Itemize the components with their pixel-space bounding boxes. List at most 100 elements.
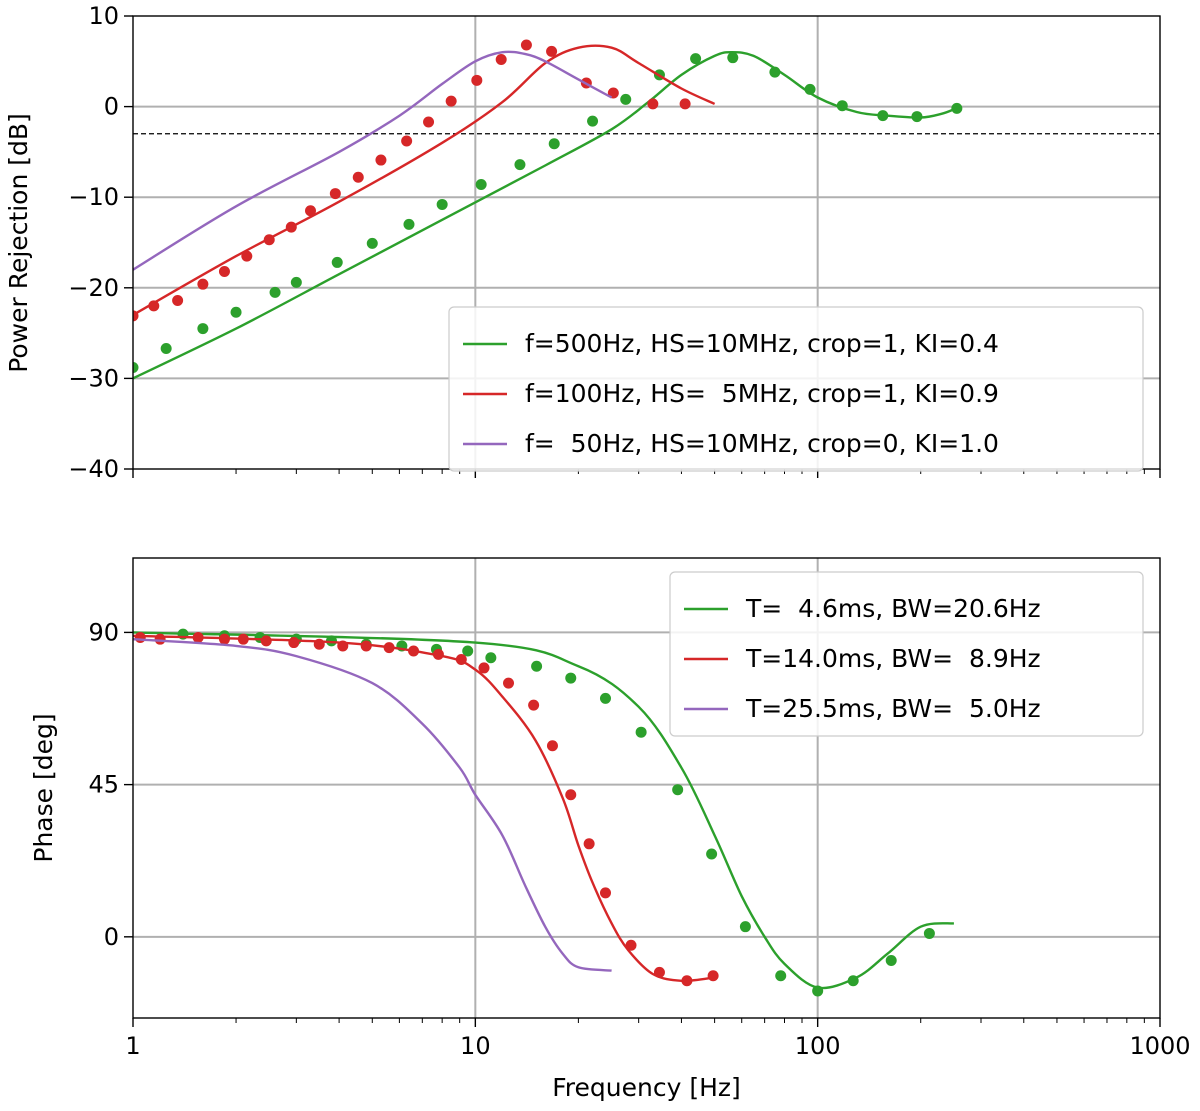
data-point <box>260 635 272 647</box>
data-point <box>154 633 166 645</box>
data-point <box>548 138 560 150</box>
data-point <box>305 205 317 217</box>
legend-label: f=100Hz, HS= 5MHz, crop=1, KI=0.9 <box>525 379 999 408</box>
data-point <box>478 662 490 674</box>
data-point <box>160 343 172 355</box>
data-point <box>445 95 457 107</box>
data-point <box>739 921 751 933</box>
data-point <box>237 633 249 645</box>
bottom-legend: T= 4.6ms, BW=20.6Hz T=14.0ms, BW= 8.9Hz T=… <box>669 571 1144 737</box>
top-series-group <box>133 39 963 380</box>
data-point <box>528 699 540 711</box>
data-point <box>401 135 413 147</box>
legend-box <box>448 306 1144 472</box>
data-point <box>337 640 349 652</box>
data-point <box>455 653 467 665</box>
series-line <box>133 44 716 317</box>
y-tick-label: −30 <box>68 364 119 392</box>
data-point <box>134 631 146 643</box>
phase-chart: 90 45 0 1 10 100 1000 Phase [deg] Frequency [H… <box>29 557 1191 1102</box>
data-point <box>769 66 781 78</box>
data-point <box>679 98 691 110</box>
data-point <box>775 970 787 982</box>
data-point <box>172 294 184 306</box>
data-point <box>514 159 526 171</box>
data-point <box>836 100 848 112</box>
data-point <box>230 306 242 318</box>
data-point <box>951 102 963 114</box>
data-point <box>546 740 558 752</box>
legend-label: T= 4.6ms, BW=20.6Hz <box>745 594 1041 623</box>
data-point <box>546 45 558 57</box>
series-line <box>133 50 613 271</box>
data-point <box>331 256 343 268</box>
x-axis-label: Frequency [Hz] <box>552 1073 741 1102</box>
data-point <box>707 970 719 982</box>
series-2 <box>133 638 612 972</box>
data-point <box>197 278 209 290</box>
legend-label: T=14.0ms, BW= 8.9Hz <box>745 644 1041 673</box>
data-point <box>313 638 325 650</box>
bottom-series-group <box>133 628 955 997</box>
series-line <box>133 638 612 972</box>
data-point <box>681 975 693 987</box>
y-tick-label: 90 <box>88 618 119 646</box>
data-point <box>620 93 632 105</box>
legend-label: f= 50Hz, HS=10MHz, crop=0, KI=1.0 <box>525 429 999 458</box>
bottom-y-axis-label: Phase [deg] <box>29 713 58 862</box>
data-point <box>625 939 637 951</box>
data-point <box>503 677 515 689</box>
data-point <box>352 171 364 183</box>
data-point <box>599 692 611 704</box>
top-legend: f=500Hz, HS=10MHz, crop=1, KI=0.4 f=100Hz… <box>448 306 1144 472</box>
data-point <box>812 985 824 997</box>
data-point <box>197 323 209 335</box>
data-point <box>635 726 647 738</box>
bottom-ticks: 90 45 0 1 10 100 1000 <box>88 618 1190 1060</box>
data-point <box>375 154 387 166</box>
data-point <box>432 648 444 660</box>
data-point <box>192 631 204 643</box>
data-point <box>587 115 599 127</box>
y-tick-label: 10 <box>88 2 119 30</box>
y-tick-label: 0 <box>104 923 119 951</box>
bottom-axes-frame <box>132 557 1161 1019</box>
data-point <box>423 116 435 128</box>
y-tick-label: 45 <box>88 771 119 799</box>
data-point <box>383 642 395 654</box>
data-point <box>148 300 160 312</box>
legend-label: f=500Hz, HS=10MHz, crop=1, KI=0.4 <box>525 329 999 358</box>
data-point <box>403 218 415 230</box>
data-point <box>360 640 372 652</box>
data-point <box>565 789 577 801</box>
data-point <box>877 110 889 122</box>
data-point <box>366 237 378 249</box>
data-point <box>531 660 543 672</box>
data-point <box>263 234 275 246</box>
series-0 <box>133 50 963 380</box>
data-point <box>727 52 739 64</box>
legend-label: T=25.5ms, BW= 5.0Hz <box>745 694 1041 723</box>
data-point <box>241 250 253 262</box>
x-tick-label: 10 <box>460 1032 491 1060</box>
data-point <box>485 652 497 664</box>
y-tick-label: −10 <box>68 183 119 211</box>
top-y-axis-label: Power Rejection [dB] <box>4 113 33 373</box>
data-point <box>408 645 420 657</box>
legend-box <box>669 571 1144 737</box>
data-point <box>462 645 474 657</box>
y-tick-label: −40 <box>68 455 119 483</box>
data-point <box>325 635 337 647</box>
x-tick-label: 100 <box>795 1032 841 1060</box>
data-point <box>218 633 230 645</box>
series-1 <box>133 39 716 322</box>
series-line <box>133 631 955 990</box>
y-tick-label: −20 <box>68 274 119 302</box>
x-tick-label: 1000 <box>1129 1032 1190 1060</box>
data-point <box>288 637 300 649</box>
power-rejection-chart: 10 0 −10 −20 −30 −40 Power Rejection [dB] f=5… <box>4 2 1161 483</box>
top-ticks: 10 0 −10 −20 −30 −40 <box>68 2 1161 483</box>
x-tick-label: 1 <box>125 1032 140 1060</box>
